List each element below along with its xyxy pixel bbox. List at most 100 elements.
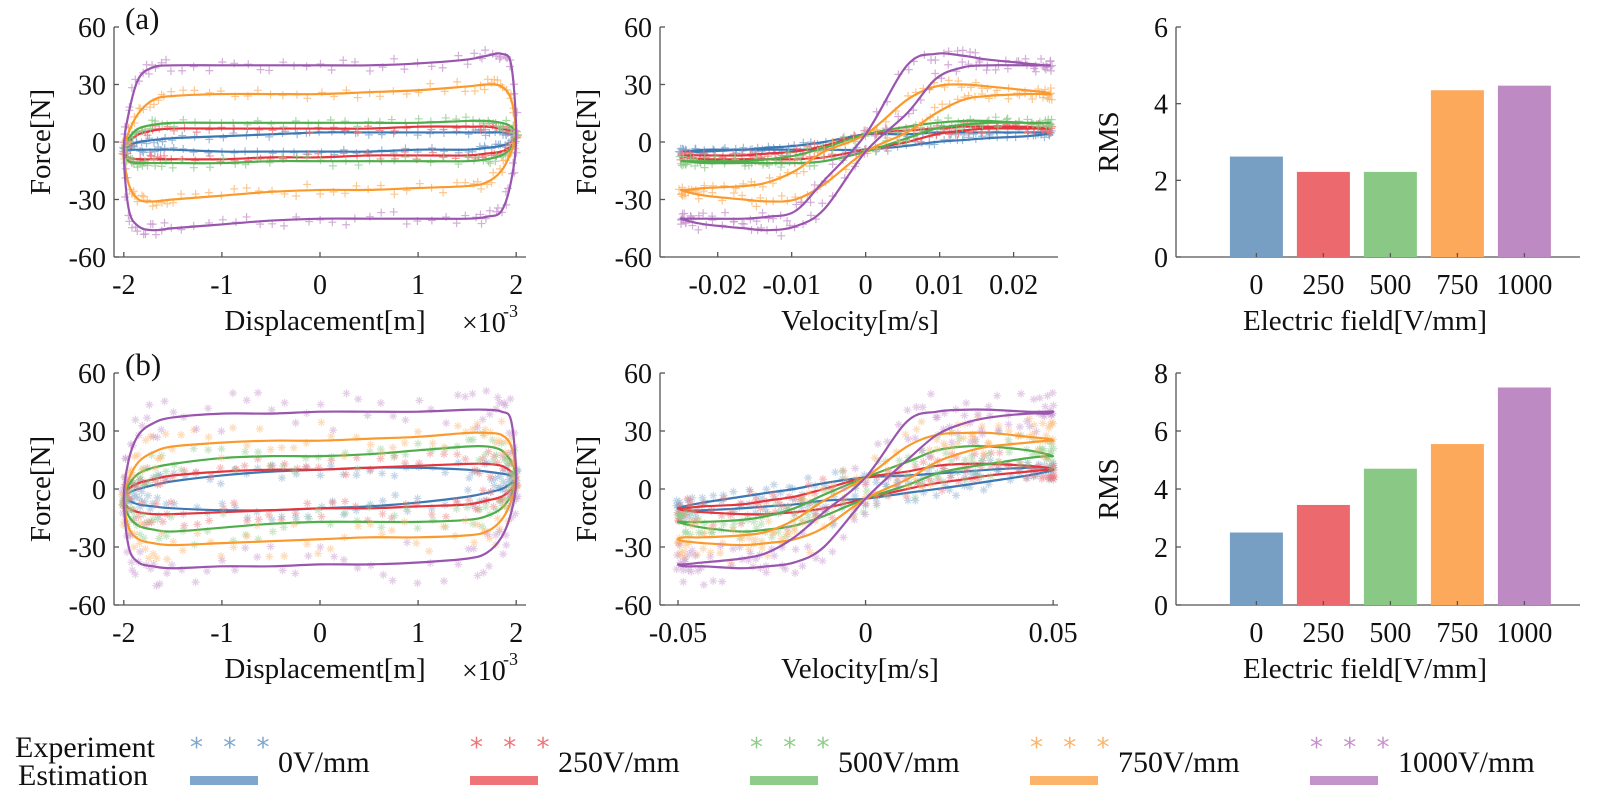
- experiment-marker: [190, 86, 199, 95]
- bar-1000: [1497, 85, 1551, 258]
- bar-1000: [1497, 387, 1551, 605]
- experiment-marker: [910, 457, 919, 466]
- experiment-marker: [993, 467, 1002, 476]
- experiment-marker: [342, 470, 351, 479]
- y-axis-label: RMS: [1093, 111, 1125, 172]
- y-axis-label: Force[N]: [25, 89, 57, 195]
- experiment-marker: [506, 469, 515, 478]
- experiment-marker: [127, 465, 136, 474]
- experiment-marker: [1040, 452, 1049, 461]
- experiment-marker: [680, 552, 689, 561]
- experiment-marker: [511, 509, 520, 518]
- experiment-marker: [1038, 125, 1047, 134]
- experiment-marker: [781, 532, 790, 541]
- experiment-marker: [680, 209, 689, 218]
- panel-label: (a): [125, 1, 159, 36]
- experiment-marker: [327, 432, 336, 441]
- experiment-marker: [483, 530, 492, 539]
- experiment-marker: [685, 508, 694, 517]
- experiment-marker: [839, 533, 848, 542]
- experiment-marker: [751, 535, 760, 544]
- experiment-marker: [481, 425, 490, 434]
- legend-label: 500V/mm: [838, 746, 960, 779]
- experiment-marker: [243, 513, 252, 522]
- experiment-marker: [205, 66, 214, 75]
- experiment-marker: [933, 413, 942, 422]
- experiment-marker: [811, 512, 820, 521]
- experiment-marker: [440, 443, 449, 452]
- experiment-marker: [995, 427, 1004, 436]
- experiment-marker: [390, 471, 399, 480]
- experiment-marker: [751, 492, 760, 501]
- experiment-marker: [749, 517, 758, 526]
- experiment-marker: [675, 512, 684, 521]
- experiment-marker: [806, 211, 815, 220]
- experiment-marker: [439, 450, 448, 459]
- experiment-marker: [352, 471, 361, 480]
- experiment-marker: [930, 103, 939, 112]
- experiment-marker: [953, 429, 962, 438]
- x-tick-label: -2: [112, 618, 135, 649]
- experiment-marker: [673, 551, 682, 560]
- experiment-marker: [170, 499, 179, 508]
- y-axis-label: Force[N]: [571, 89, 603, 195]
- experiment-marker: [413, 579, 422, 588]
- experiment-marker: [1032, 427, 1041, 436]
- experiment-marker: [493, 514, 502, 523]
- experiment-marker: [1025, 414, 1034, 423]
- experiment-marker: [699, 544, 708, 553]
- experiment-marker: [839, 466, 848, 475]
- experiment-marker: [673, 508, 682, 517]
- experiment-marker: [810, 500, 819, 509]
- experiment-marker: [840, 132, 849, 141]
- experiment-marker: [277, 443, 286, 452]
- experiment-marker: [439, 522, 448, 531]
- experiment-marker: [452, 504, 461, 513]
- bar-0: [1229, 156, 1283, 257]
- experiment-marker: [505, 480, 514, 489]
- experiment-marker: [499, 550, 508, 559]
- experiment-marker: [473, 419, 482, 428]
- experiment-marker: [253, 552, 262, 561]
- experiment-marker: [280, 460, 289, 469]
- y-tick-label: 4: [1154, 475, 1168, 506]
- experiment-marker: [911, 434, 920, 443]
- experiment-marker: [452, 178, 461, 187]
- experiment-marker: [278, 153, 287, 162]
- experiment-marker: [146, 432, 155, 441]
- experiment-marker: [509, 470, 518, 479]
- experiment-marker: [500, 466, 509, 475]
- experiment-marker: [819, 153, 828, 162]
- experiment-marker: [162, 569, 171, 578]
- experiment-marker: [861, 499, 870, 508]
- experiment-marker: [206, 475, 215, 484]
- experiment-marker: [291, 513, 300, 522]
- x-tick-label: 0.02: [989, 270, 1038, 301]
- experiment-marker: [675, 501, 684, 510]
- experiment-marker: [1035, 444, 1044, 453]
- x-axis-label: Displacement[m]: [224, 653, 425, 685]
- experiment-marker: [968, 430, 977, 439]
- experiment-marker: [968, 457, 977, 466]
- experiment-marker: [829, 519, 838, 528]
- experiment-marker: [389, 207, 398, 216]
- experiment-marker: [971, 440, 980, 449]
- experiment-marker: [993, 391, 1002, 400]
- experiment-marker: [993, 122, 1002, 131]
- experiment-marker: [1047, 464, 1056, 473]
- chart-a-displacement: -60 -30 0 30 60 Force[N] Displacement[m] -2 -1 0 1…: [25, 1, 526, 339]
- experiment-marker: [316, 471, 325, 480]
- experiment-marker: [1006, 476, 1015, 485]
- experiment-marker: [143, 518, 152, 527]
- experiment-marker: [762, 497, 771, 506]
- legend-item-750V/mm: * * * 750V/mm: [1030, 733, 1240, 785]
- x-tick-label: 0: [313, 618, 327, 649]
- experiment-marker: [190, 426, 199, 435]
- experiment-marker: [317, 502, 326, 511]
- experiment-marker: [400, 439, 409, 448]
- experiment-marker: [790, 509, 799, 518]
- experiment-marker: [162, 532, 171, 541]
- experiment-marker: [1015, 457, 1024, 466]
- experiment-marker: [267, 119, 276, 128]
- experiment-marker: [757, 537, 766, 546]
